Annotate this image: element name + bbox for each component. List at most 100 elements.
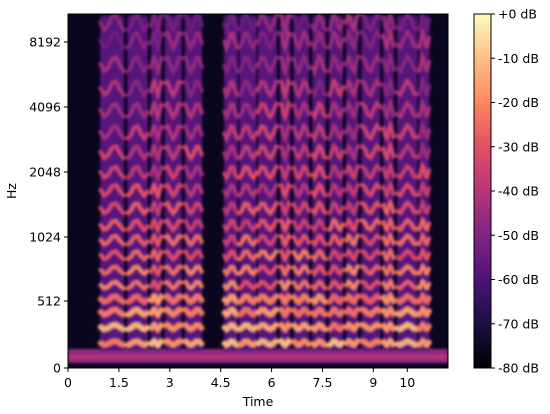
x-tick-label: 7.5 (313, 375, 333, 390)
y-tick-label: 4096 (29, 100, 61, 115)
harmonic-band (291, 53, 311, 76)
harmonic-band (183, 280, 204, 291)
harmonic-band (162, 201, 184, 217)
harmonic-band (395, 200, 420, 216)
harmonic-band (310, 217, 328, 233)
harmonic-band (416, 337, 432, 348)
colorbar: +0 dB -10 dB -20 dB -30 dB -40 dB -50 dB -60 d… (473, 7, 539, 376)
speech-segment (343, 14, 361, 351)
speech-segment (236, 14, 259, 351)
harmonic-band (344, 28, 360, 52)
harmonic-band (98, 234, 126, 247)
harmonic-band (381, 278, 396, 291)
harmonic-band (291, 248, 311, 262)
harmonic-band (395, 233, 420, 247)
harmonic-band (222, 249, 240, 263)
harmonic-band (149, 123, 164, 144)
harmonic-band (395, 217, 420, 232)
harmonic-band (381, 216, 396, 233)
harmonic-band (359, 181, 382, 198)
x-tick-label: 9 (369, 375, 377, 390)
harmonic-band (256, 14, 279, 34)
speech-segment (291, 14, 312, 351)
harmonic-band (149, 279, 164, 292)
harmonic-band (327, 248, 345, 262)
harmonic-band (278, 163, 292, 183)
harmonic-band (222, 79, 240, 100)
harmonic-band (359, 142, 382, 161)
harmonic-band (327, 217, 345, 233)
harmonic-band (309, 306, 329, 319)
harmonic-band (381, 141, 396, 162)
harmonic-band (395, 77, 420, 98)
harmonic-band (237, 249, 259, 262)
harmonic-band (310, 264, 328, 277)
harmonic-band (394, 321, 420, 332)
harmonic-band (222, 265, 240, 277)
harmonic-band (162, 123, 184, 142)
harmonic-band (98, 101, 126, 120)
harmonic-band (149, 100, 164, 123)
harmonic-band (417, 216, 432, 232)
colorbar-tick-label: -20 dB (498, 95, 539, 110)
harmonic-band (98, 14, 126, 33)
harmonic-band (417, 247, 432, 261)
harmonic-band (359, 200, 382, 216)
harmonic-band (182, 322, 205, 333)
harmonic-band (417, 75, 432, 97)
colorbar-tick-label: +0 dB (498, 7, 537, 22)
x-axis: 0 1.5 3 4.5 6 7.5 9 10 (64, 368, 415, 390)
harmonic-band (237, 55, 259, 76)
y-tick-label: 0 (53, 361, 61, 376)
harmonic-band (149, 249, 164, 263)
speech-segment (309, 14, 329, 351)
harmonic-band (221, 307, 241, 319)
harmonic-band (125, 123, 150, 142)
harmonic-band (148, 293, 164, 307)
harmonic-band (395, 279, 420, 291)
harmonic-band (359, 248, 382, 261)
harmonic-band (343, 292, 361, 306)
harmonic-band (359, 264, 382, 276)
harmonic-band (162, 338, 185, 348)
harmonic-band (278, 99, 292, 123)
harmonic-band (237, 14, 259, 35)
harmonic-band (417, 278, 432, 290)
colorbar-tick-label: -30 dB (498, 139, 539, 154)
speech-segment (381, 14, 397, 351)
harmonic-band (310, 248, 328, 262)
harmonic-band (417, 180, 432, 197)
harmonic-band (256, 218, 279, 233)
harmonic-band (395, 248, 420, 261)
harmonic-band (417, 26, 432, 50)
harmonic-band (417, 50, 432, 73)
harmonic-band (98, 124, 126, 141)
harmonic-band (222, 14, 240, 36)
speech-segment (394, 14, 420, 351)
harmonic-band (381, 97, 396, 121)
segment-energy (383, 16, 394, 351)
harmonic-band (395, 163, 420, 180)
harmonic-band (125, 144, 150, 162)
harmonic-band (125, 234, 150, 247)
harmonic-band (343, 321, 361, 333)
harmonic-band (344, 122, 360, 142)
harmonic-band (237, 144, 259, 162)
harmonic-band (291, 100, 311, 121)
harmonic-band (344, 142, 360, 162)
harmonic-band (343, 338, 361, 348)
harmonic-band (162, 101, 184, 121)
colorbar-gradient (473, 13, 492, 369)
harmonic-band (381, 75, 396, 99)
x-tick-label: 0 (64, 375, 72, 390)
harmonic-band (278, 28, 292, 54)
harmonic-band (256, 280, 279, 291)
harmonic-band (417, 14, 432, 32)
harmonic-band (237, 124, 259, 142)
harmonic-band (98, 164, 126, 180)
harmonic-band (183, 234, 204, 248)
harmonic-band (278, 142, 292, 163)
harmonic-band (417, 198, 432, 215)
harmonic-band (417, 97, 432, 119)
harmonic-band (359, 163, 382, 180)
